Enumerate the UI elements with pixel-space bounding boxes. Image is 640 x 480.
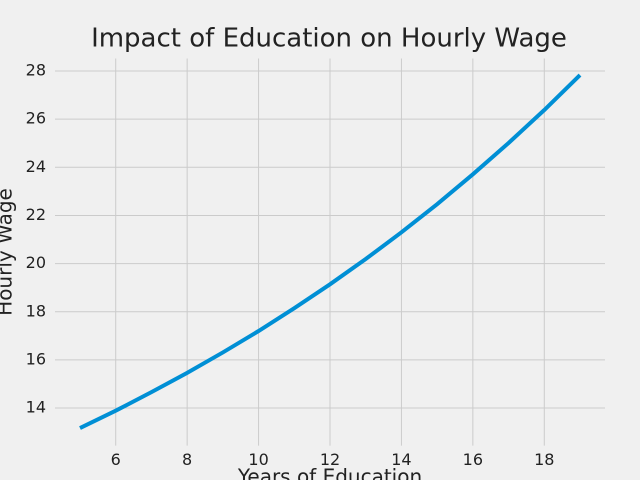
x-axis-label: Years of Education <box>237 465 422 480</box>
y-axis-label: Hourly Wage <box>0 188 17 316</box>
y-tick-label: 28 <box>26 61 46 80</box>
y-tick-label: 24 <box>26 157 46 176</box>
y-tick-label: 16 <box>26 349 46 368</box>
chart-title: Impact of Education on Hourly Wage <box>91 24 567 54</box>
y-tick-label: 26 <box>26 109 46 128</box>
y-tick-label: 20 <box>26 253 46 272</box>
x-tick-label: 10 <box>248 450 268 469</box>
data-line <box>79 73 582 430</box>
y-tick-label: 14 <box>26 398 46 417</box>
x-tick-label: 14 <box>391 450 411 469</box>
x-tick-label: 16 <box>463 450 483 469</box>
y-tick-label: 22 <box>26 205 46 224</box>
x-tick-label: 6 <box>111 450 121 469</box>
x-tick-label: 18 <box>534 450 554 469</box>
x-tick-label: 8 <box>182 450 192 469</box>
x-tick-label: 12 <box>320 450 340 469</box>
y-tick-label: 18 <box>26 301 46 320</box>
